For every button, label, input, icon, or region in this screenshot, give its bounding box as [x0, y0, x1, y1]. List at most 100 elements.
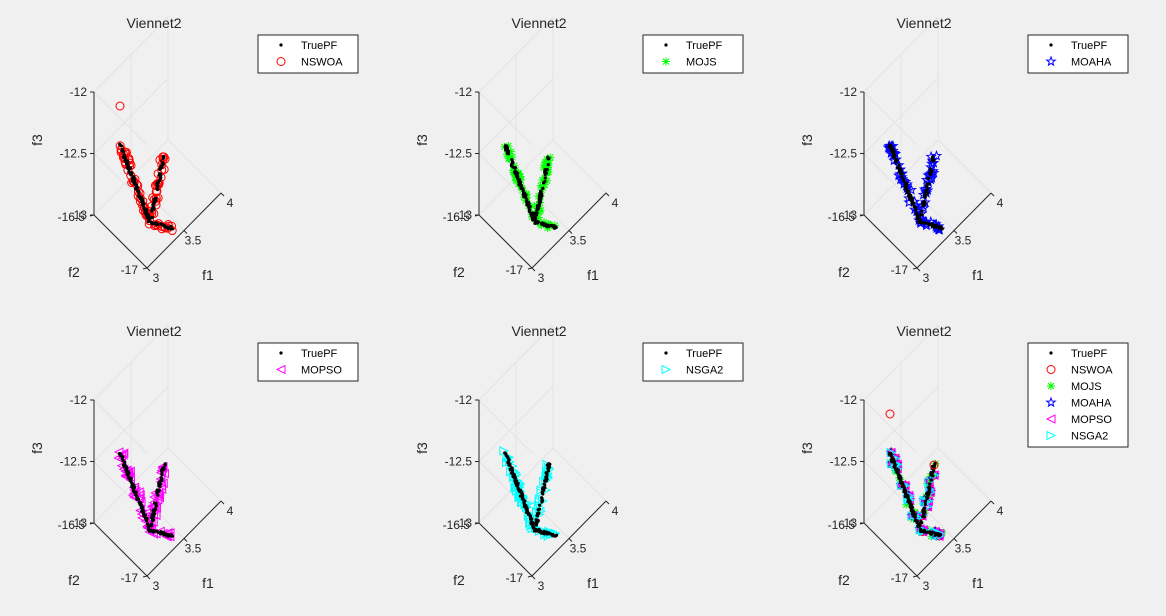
- legend-marker-truepf: [1049, 43, 1053, 47]
- data-point-truepf: [939, 225, 943, 229]
- legend-marker-truepf: [664, 43, 668, 47]
- data-point-truepf: [519, 184, 524, 188]
- data-point-mopso: [152, 494, 163, 505]
- data-point-truepf: [521, 187, 525, 191]
- x-tick-mark: [531, 267, 536, 272]
- data-point-truepf: [537, 511, 541, 516]
- data-point-truepf: [546, 163, 550, 167]
- data-point-truepf: [141, 512, 146, 516]
- data-point-truepf: [169, 533, 174, 537]
- legend-label: MOPSO: [301, 365, 342, 377]
- data-point-truepf: [928, 482, 932, 486]
- data-point-truepf: [528, 514, 532, 518]
- data-point-truepf: [542, 531, 547, 535]
- data-point-mojs: [508, 153, 517, 162]
- z-tick-label: -12: [70, 393, 88, 407]
- z-tick-label: -12: [455, 393, 473, 407]
- data-point-truepf: [892, 154, 896, 158]
- legend-box: [642, 342, 744, 382]
- data-point-truepf: [545, 167, 549, 172]
- data-point-nsga2: [534, 496, 545, 507]
- z-tick-label: -13: [70, 516, 88, 530]
- data-point-truepf: [134, 494, 139, 498]
- data-point-truepf: [931, 464, 935, 468]
- legend-marker-nsga2: [1046, 430, 1057, 441]
- data-point-truepf: [547, 462, 551, 466]
- legend: TruePF NSGA2: [642, 342, 744, 382]
- y-tick-label: -17: [506, 263, 524, 277]
- chart-title: Viennet2: [511, 323, 566, 339]
- data-point-truepf: [124, 468, 128, 472]
- legend-label: NSGA2: [1071, 431, 1108, 443]
- chart-title: Viennet2: [896, 15, 951, 31]
- legend-box: [257, 34, 359, 74]
- data-point-truepf: [904, 181, 908, 185]
- z-tick-label: -13: [455, 208, 473, 222]
- legend-label: NSWOA: [301, 57, 343, 69]
- data-point-truepf: [927, 182, 931, 186]
- data-point-truepf: [507, 463, 512, 467]
- plot-area: [500, 142, 560, 232]
- grid-line: [167, 139, 222, 194]
- grid-line: [93, 461, 148, 515]
- data-point-truepf: [922, 220, 926, 225]
- y-tick-label: -16.5: [443, 518, 471, 532]
- y-axis-line: [863, 522, 918, 577]
- data-point-truepf: [522, 504, 526, 509]
- grid-line: [863, 386, 939, 462]
- y-axis-line: [93, 214, 148, 269]
- z-tick-label: -12.5: [830, 147, 858, 161]
- data-point-truepf: [891, 457, 896, 461]
- z-tick-label: -12.5: [60, 147, 88, 161]
- z-axis-label: f3: [29, 134, 45, 146]
- data-point-mojs: [543, 176, 552, 185]
- grid-line: [515, 177, 570, 231]
- data-point-truepf: [538, 529, 543, 533]
- legend-label: TruePF: [301, 348, 338, 360]
- data-point-truepf: [904, 188, 908, 192]
- data-point-mojs: [538, 176, 547, 185]
- data-point-truepf: [511, 474, 516, 479]
- data-point-mojs: [926, 488, 935, 497]
- x-tick-mark: [990, 192, 995, 197]
- data-point-truepf: [889, 451, 893, 455]
- data-point-mojs: [544, 156, 553, 165]
- data-point-truepf: [929, 532, 933, 536]
- data-point-truepf: [542, 181, 546, 185]
- x-tick-label: 3: [538, 579, 545, 593]
- plot-area: [882, 139, 946, 235]
- data-point-truepf: [543, 176, 547, 180]
- data-point-truepf: [544, 224, 548, 228]
- data-point-mojs: [510, 161, 519, 170]
- data-point-truepf: [545, 471, 549, 475]
- data-point-truepf: [926, 530, 930, 534]
- data-point-truepf: [130, 482, 134, 486]
- data-point-truepf: [928, 169, 933, 173]
- data-point-truepf: [145, 519, 149, 523]
- legend-label: TruePF: [1071, 348, 1108, 360]
- axes: [89, 91, 225, 272]
- grid-line: [93, 386, 169, 462]
- data-point-truepf: [922, 195, 927, 199]
- grid-line: [937, 139, 992, 194]
- legend-marker-mopso: [275, 364, 286, 375]
- data-point-truepf: [921, 510, 925, 514]
- data-point-truepf: [148, 528, 152, 533]
- data-point-truepf: [895, 470, 899, 474]
- legend-marker-truepf: [1049, 351, 1053, 355]
- data-point-truepf: [541, 492, 545, 496]
- legend-label: MOPSO: [1071, 414, 1112, 426]
- plot-area: [885, 409, 947, 541]
- data-point-truepf: [510, 160, 515, 164]
- z-tick-label: -12: [70, 85, 88, 99]
- data-point-mojs: [534, 213, 543, 222]
- x-tick-label: 4: [612, 196, 619, 210]
- z-tick-label: -12.5: [60, 455, 88, 469]
- x-tick-mark: [916, 267, 921, 272]
- data-point-nsga2: [510, 482, 520, 493]
- z-axis-label: f3: [414, 442, 430, 454]
- data-point-truepf: [504, 453, 508, 457]
- chart-title: Viennet2: [126, 323, 181, 339]
- x-tick-mark: [183, 230, 188, 234]
- data-point-truepf: [910, 202, 915, 206]
